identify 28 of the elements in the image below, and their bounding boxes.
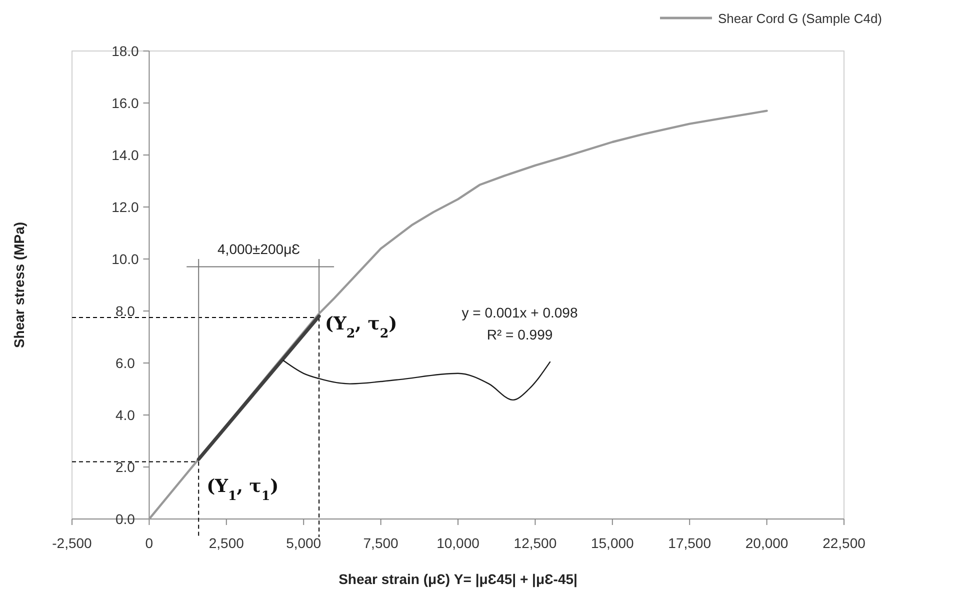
x-tick-label: -2,500 <box>52 535 92 551</box>
annotation: (Υ$_{1}$, τ$_{1}$) <box>206 476 279 502</box>
x-tick-label: 20,000 <box>745 535 788 551</box>
annotation: y = 0.001x + 0.098 <box>462 304 578 320</box>
y-tick-label: 12.0 <box>112 199 140 215</box>
x-tick-label: 22,500 <box>822 535 866 551</box>
y-axis-title: Shear stress (MPa) <box>11 222 27 348</box>
y-tick-label: 14.0 <box>112 147 140 163</box>
annotation: (Υ$_{2}$, τ$_{2}$) <box>325 314 398 340</box>
x-tick-label: 17,500 <box>668 535 712 551</box>
y-tick-label: 6.0 <box>115 355 136 371</box>
y-tick-label: 18.0 <box>112 43 140 59</box>
y-tick-label: 16.0 <box>112 95 140 111</box>
x-tick-label: 0 <box>145 535 154 551</box>
annotation: R² = 0.999 <box>486 326 553 343</box>
legend-label: Shear Cord G (Sample C4d) <box>718 11 882 26</box>
y-tick-label: 10.0 <box>112 251 140 267</box>
x-tick-label: 15,000 <box>590 535 634 551</box>
annotation: 4,000±200μƐ <box>218 240 300 257</box>
x-tick-label: 2,500 <box>208 535 244 551</box>
x-tick-label: 7,500 <box>363 535 399 551</box>
y-tick-label: 4.0 <box>115 407 136 423</box>
x-tick-label: 5,000 <box>286 535 322 551</box>
y-tick-label: 2.0 <box>115 459 136 475</box>
x-tick-label: 12,500 <box>514 535 557 551</box>
y-tick-label: 8.0 <box>115 303 136 319</box>
x-tick-label: 10,000 <box>436 535 480 551</box>
x-axis-title: Shear strain (μƐ) Υ= |μƐ45| + |μƐ-45| <box>338 571 578 588</box>
